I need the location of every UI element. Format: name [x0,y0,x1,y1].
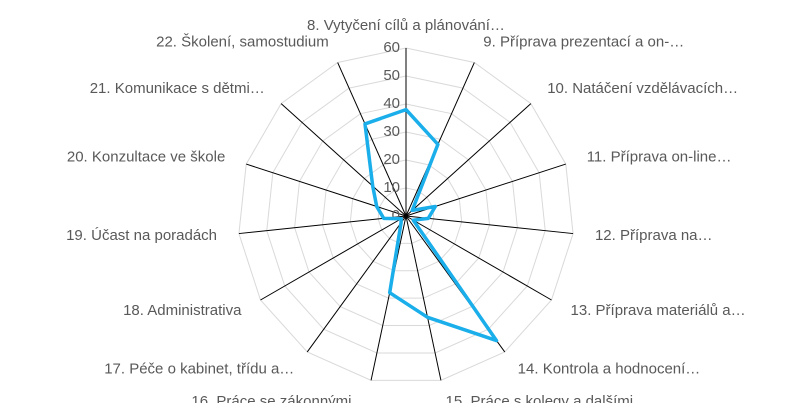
spoke [238,215,407,235]
spoke [405,215,552,301]
spoke [337,62,407,217]
category-label: 13. Příprava materiálů a… [571,302,746,319]
spoke [405,103,532,217]
category-label: 21. Komunikace s dětmi… [90,80,265,97]
category-label: 19. Účast na poradách [66,227,217,244]
grid-ring [349,159,463,272]
category-label: 15. Práce s kolegy a dalšími… [446,393,649,403]
spoke [280,103,407,217]
category-label: 22. Školení, samostudium [156,33,329,50]
grid-ring [321,131,491,299]
y-tick-label: 50 [383,67,400,84]
category-label: 12. Příprava na… [595,227,713,244]
category-label: 10. Natáčení vzdělávacích… [547,80,738,97]
category-label: 18. Administrativa [123,302,242,319]
y-tick-label: 0 [392,207,400,224]
category-label: 20. Konzultace ve škole [67,148,225,165]
category-label: 9. Příprava prezentací a on-… [483,33,684,50]
y-tick-label: 20 [383,151,400,168]
spoke [405,215,442,381]
series-line [363,107,499,343]
grid-ring [266,75,546,354]
category-label: 14. Kontrola a hodnocení… [518,361,701,378]
spoke [246,163,407,217]
category-label: 8. Vytyčení cílů a plánování… [307,17,505,34]
grid-ring [238,47,574,381]
grid-ring [377,187,435,244]
spoke [405,215,574,235]
category-label: 17. Péče o kabinet, třídu a… [104,361,294,378]
grid-ring [294,103,518,327]
category-label: 16. Práce se zákonnými… [191,393,366,403]
category-label: 11. Příprava on-line… [587,148,732,165]
spoke [405,62,475,217]
y-tick-label: 60 [383,39,400,56]
spoke [306,215,407,353]
y-tick-label: 40 [383,95,400,112]
spoke [370,215,407,381]
y-tick-label: 10 [383,179,400,196]
y-tick-label: 30 [383,123,400,140]
spoke [260,215,407,301]
